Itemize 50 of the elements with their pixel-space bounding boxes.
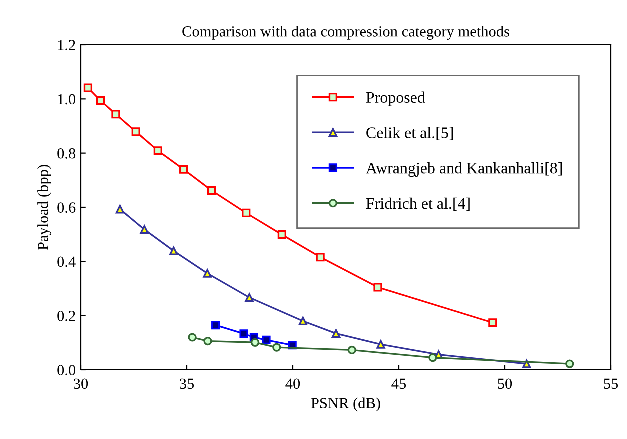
point bbox=[84, 84, 93, 92]
point bbox=[242, 208, 251, 218]
legend-label: Awrangjeb and Kankanhalli[8] bbox=[366, 162, 562, 178]
legend-label: Celik et al.[5] bbox=[366, 127, 454, 140]
point bbox=[250, 338, 260, 347]
point bbox=[212, 321, 220, 330]
point bbox=[348, 346, 356, 355]
y-tick-label: 0.4 bbox=[58, 256, 76, 268]
point bbox=[278, 230, 286, 240]
point bbox=[298, 316, 308, 326]
point bbox=[262, 336, 271, 345]
x-tick-label: 45 bbox=[392, 378, 406, 390]
x-tick-label: 40 bbox=[286, 378, 300, 390]
y-tick-label: 0.6 bbox=[58, 202, 76, 214]
legend-label: Proposed bbox=[366, 92, 426, 106]
point bbox=[245, 293, 254, 302]
point bbox=[203, 269, 212, 278]
legend-label: Fridrich et al.[4] bbox=[366, 198, 470, 212]
y-tick-label: 0.8 bbox=[58, 148, 76, 159]
point bbox=[566, 360, 574, 368]
point bbox=[154, 146, 162, 156]
point bbox=[374, 283, 382, 292]
point bbox=[116, 205, 125, 214]
point bbox=[170, 246, 178, 256]
x-tick-label: 35 bbox=[180, 378, 194, 390]
point bbox=[488, 318, 498, 328]
point bbox=[332, 329, 341, 338]
point bbox=[180, 165, 188, 174]
point bbox=[204, 336, 212, 346]
y-tick-label: 1.2 bbox=[58, 40, 76, 51]
point bbox=[140, 225, 149, 234]
point bbox=[188, 333, 197, 342]
point bbox=[132, 128, 140, 136]
point bbox=[428, 354, 438, 362]
point bbox=[96, 96, 106, 106]
point bbox=[272, 343, 282, 352]
y-tick-label: 0.2 bbox=[58, 310, 76, 322]
chart-title: Comparison with data compression category methods bbox=[182, 26, 510, 40]
point bbox=[207, 186, 216, 196]
x-axis-title: PSNR (dB) bbox=[311, 398, 380, 412]
y-tick-label: 0.0 bbox=[58, 365, 76, 376]
x-tick-label: 50 bbox=[498, 378, 512, 390]
y-axis-title: Payload (bpp) bbox=[38, 165, 52, 250]
point bbox=[240, 330, 248, 338]
x-tick-label: 55 bbox=[604, 378, 618, 390]
point bbox=[112, 110, 120, 119]
x-tick-label: 30 bbox=[74, 378, 88, 390]
point bbox=[316, 253, 325, 262]
y-tick-label: 1.0 bbox=[58, 94, 76, 105]
point bbox=[376, 340, 386, 349]
